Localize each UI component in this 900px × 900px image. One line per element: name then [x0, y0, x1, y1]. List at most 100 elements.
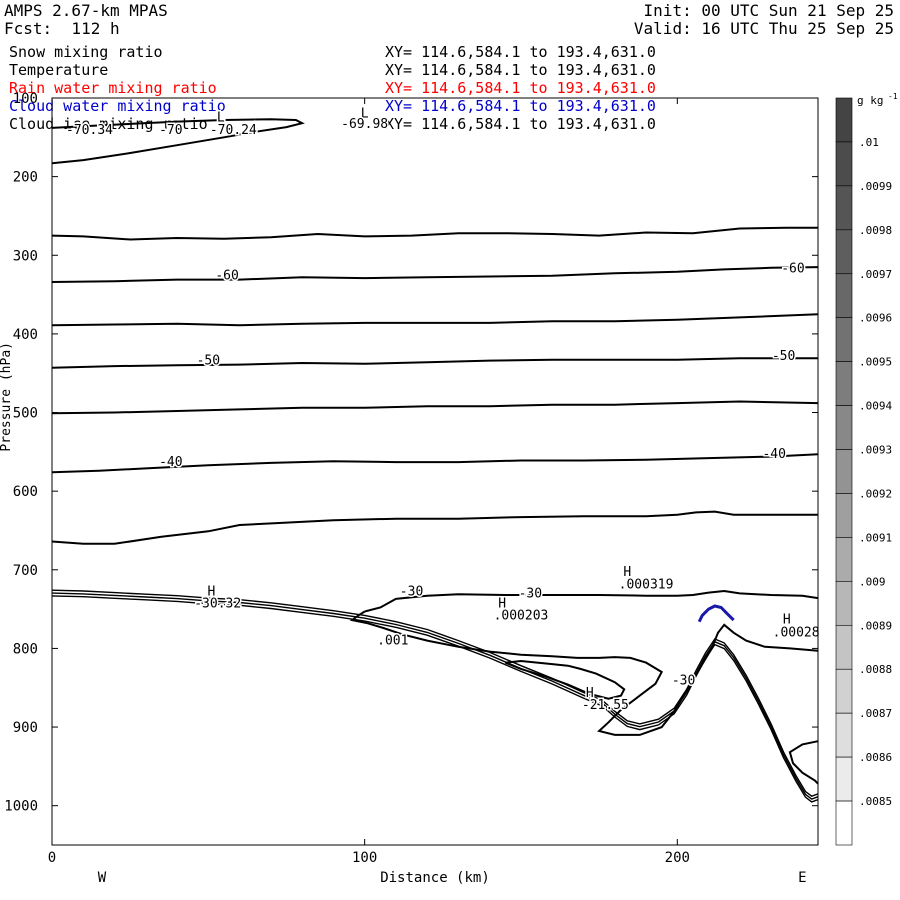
isotherm-45 — [51, 400, 819, 415]
y-axis-label: Pressure (hPa) — [0, 342, 14, 452]
forecast-hour: Fcst: 112 h — [4, 19, 120, 38]
chart-label-value: -30.32 — [194, 597, 241, 612]
chart-label-extremum: L — [217, 111, 225, 126]
chart-label-value: .000319 — [619, 578, 674, 593]
init-time: Init: 00 UTC Sun 21 Sep 25 — [643, 1, 894, 20]
y-tick-label: 900 — [13, 720, 38, 736]
colorbar-label: .0095 — [859, 356, 892, 369]
colorbar-swatch — [835, 493, 853, 538]
colorbar-swatch — [835, 537, 853, 582]
colorbar-label: .0097 — [859, 268, 892, 281]
chart-label-contour: -40 — [159, 455, 182, 470]
y-tick-label: 200 — [13, 170, 38, 186]
field-label-cloud-water: Cloud water mixing ratio — [9, 97, 226, 115]
field-xy-rain: XY= 114.6,584.1 to 193.4,631.0 — [385, 79, 656, 97]
colorbar-label: .0091 — [859, 531, 892, 544]
y-tick-label: 100 — [13, 91, 38, 107]
field-xy-cloud-ice: XY= 114.6,584.1 to 193.4,631.0 — [385, 115, 656, 133]
colorbar-label: .0096 — [859, 312, 892, 325]
colorbar-swatch — [835, 317, 853, 362]
west-label: W — [98, 870, 107, 886]
valid-time: Valid: 16 UTC Thu 25 Sep 25 — [633, 19, 894, 38]
colorbar-label: .0094 — [859, 400, 892, 413]
isotherm-25 — [504, 659, 626, 700]
colorbar-label: .01 — [859, 136, 879, 149]
chart-label-contour: -30 — [519, 586, 542, 601]
isotherm-35 — [51, 510, 818, 545]
chart-label-extremum: L — [361, 107, 369, 122]
isotherm-60 — [51, 266, 819, 283]
plot-frame — [51, 97, 819, 846]
chart-label-extremum: H — [586, 686, 594, 701]
colorbar-unit: g kg — [857, 94, 884, 107]
isotherm-70 — [51, 118, 305, 165]
y-tick-label: 800 — [13, 641, 38, 657]
x-axis-label: Distance (km) — [380, 870, 490, 886]
chart-label-value: -69.98 — [341, 117, 388, 132]
chart-label-value: .00028 — [773, 626, 820, 641]
colorbar-label: .0099 — [859, 180, 892, 193]
colorbar-swatch — [835, 97, 853, 143]
field-xy-temperature: XY= 114.6,584.1 to 193.4,631.0 — [385, 61, 656, 79]
isotherm-55 — [51, 313, 819, 327]
colorbar-swatch — [835, 273, 853, 319]
field-label-snow: Snow mixing ratio — [9, 43, 163, 61]
colorbar-swatch — [835, 229, 853, 275]
chart-label-value: -70.24 — [210, 123, 257, 138]
colorbar-swatch — [835, 756, 853, 802]
field-xy-snow: XY= 114.6,584.1 to 193.4,631.0 — [385, 43, 656, 61]
field-xy-cloud-water: XY= 114.6,584.1 to 193.4,631.0 — [385, 97, 656, 115]
isotherm-25 — [788, 740, 819, 785]
colorbar-label: .0086 — [859, 751, 892, 764]
field-label-rain: Rain water mixing ratio — [9, 79, 217, 97]
x-tick-label: 100 — [352, 850, 377, 866]
chart-label-contour: -30 — [400, 585, 423, 600]
isotherm-50 — [51, 357, 818, 369]
colorbar-label: .0088 — [859, 663, 892, 676]
colorbar-label: .009 — [859, 575, 886, 588]
colorbar-swatch — [835, 141, 853, 187]
chart-label-contour: -60 — [215, 269, 238, 284]
colorbar-unit-exponent: -1 — [888, 92, 898, 101]
east-label: E — [798, 870, 806, 886]
x-tick-label: 200 — [665, 850, 690, 866]
isotherm-30 — [364, 589, 819, 613]
model-title: AMPS 2.67-km MPAS — [4, 1, 168, 20]
field-label-temperature: Temperature — [9, 61, 109, 79]
y-tick-label: 700 — [13, 563, 38, 579]
colorbar-swatch — [835, 185, 853, 231]
chart-label-contour: -70 — [159, 123, 182, 138]
y-tick-label: 1000 — [4, 799, 38, 815]
y-tick-label: 600 — [13, 484, 38, 500]
chart-label-value: .001 — [377, 633, 408, 648]
isotherm-30 — [349, 610, 819, 736]
colorbar-label: .0087 — [859, 707, 892, 720]
contour-label-layer: L-69.98-70.34 -70 -70.24L-60 -60-50 -50-40-4… — [65, 105, 822, 714]
terrain-profile-line-1 — [51, 592, 819, 800]
terrain-profile-line-2 — [51, 595, 819, 803]
chart-label-value: -21.55 — [582, 698, 629, 713]
chart-label-contour: -30 — [672, 674, 695, 689]
colorbar-swatch — [835, 405, 853, 450]
contour-layer — [51, 118, 819, 803]
chart-label-extremum: H — [498, 597, 506, 612]
colorbar-swatch — [835, 668, 853, 714]
axes-layer: 100 200 300 400 500 600 700 800 900 1000 0 100 200 Di… — [0, 91, 818, 886]
chart-label-value: -70.34 — [66, 123, 113, 138]
chart-label-contour: -50 — [197, 354, 220, 369]
colorbar-swatch — [835, 361, 853, 406]
isotherm-40 — [51, 453, 819, 474]
y-tick-label: 400 — [13, 327, 38, 343]
colorbar-label: .0089 — [859, 619, 892, 632]
colorbar-swatch — [835, 624, 853, 670]
terrain-profile-line-0 — [51, 589, 819, 797]
colorbar-label: .0092 — [859, 487, 892, 500]
colorbar-label: .0098 — [859, 224, 892, 237]
colorbar-swatch — [835, 800, 853, 846]
cloud-water-contour — [697, 604, 735, 623]
colorbar-swatch — [835, 581, 853, 626]
chart-label-contour: -60 — [781, 262, 804, 277]
x-tick-label: 0 — [48, 850, 56, 866]
colorbar-label: .0093 — [859, 444, 892, 457]
